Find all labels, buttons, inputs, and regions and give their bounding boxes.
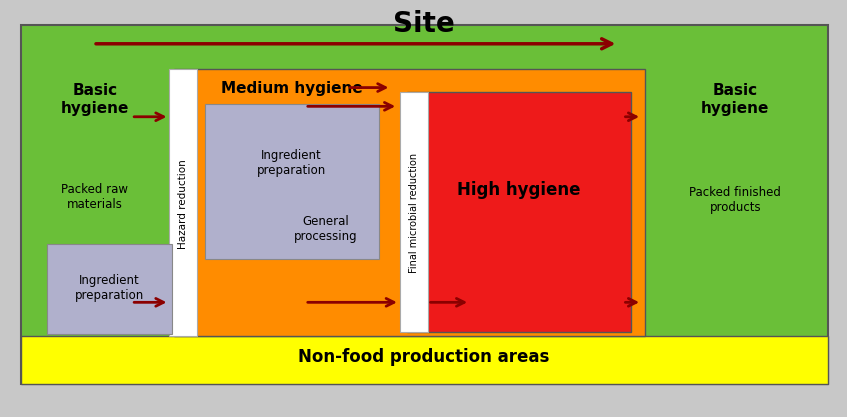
Text: Ingredient
preparation: Ingredient preparation <box>257 148 326 177</box>
Bar <box>400 92 428 332</box>
Bar <box>174 69 645 336</box>
Text: Hazard reduction: Hazard reduction <box>179 159 188 249</box>
Text: General
processing: General processing <box>294 215 358 244</box>
Bar <box>21 336 828 384</box>
Text: Packed finished
products: Packed finished products <box>689 186 781 214</box>
Text: Site: Site <box>393 10 454 38</box>
Bar <box>47 244 172 334</box>
Bar <box>205 104 379 259</box>
Text: Basic
hygiene: Basic hygiene <box>701 83 769 116</box>
Text: Packed raw
materials: Packed raw materials <box>61 183 129 211</box>
Text: Basic
hygiene: Basic hygiene <box>61 83 129 116</box>
Text: Non-food production areas: Non-food production areas <box>298 347 549 366</box>
Text: Ingredient
preparation: Ingredient preparation <box>75 274 144 302</box>
Text: Medium hygiene: Medium hygiene <box>221 81 363 96</box>
Text: Final microbial reduction: Final microbial reduction <box>409 153 418 273</box>
Text: High hygiene: High hygiene <box>457 181 581 199</box>
Bar <box>407 92 631 332</box>
Bar <box>169 69 197 336</box>
Bar <box>21 25 828 384</box>
